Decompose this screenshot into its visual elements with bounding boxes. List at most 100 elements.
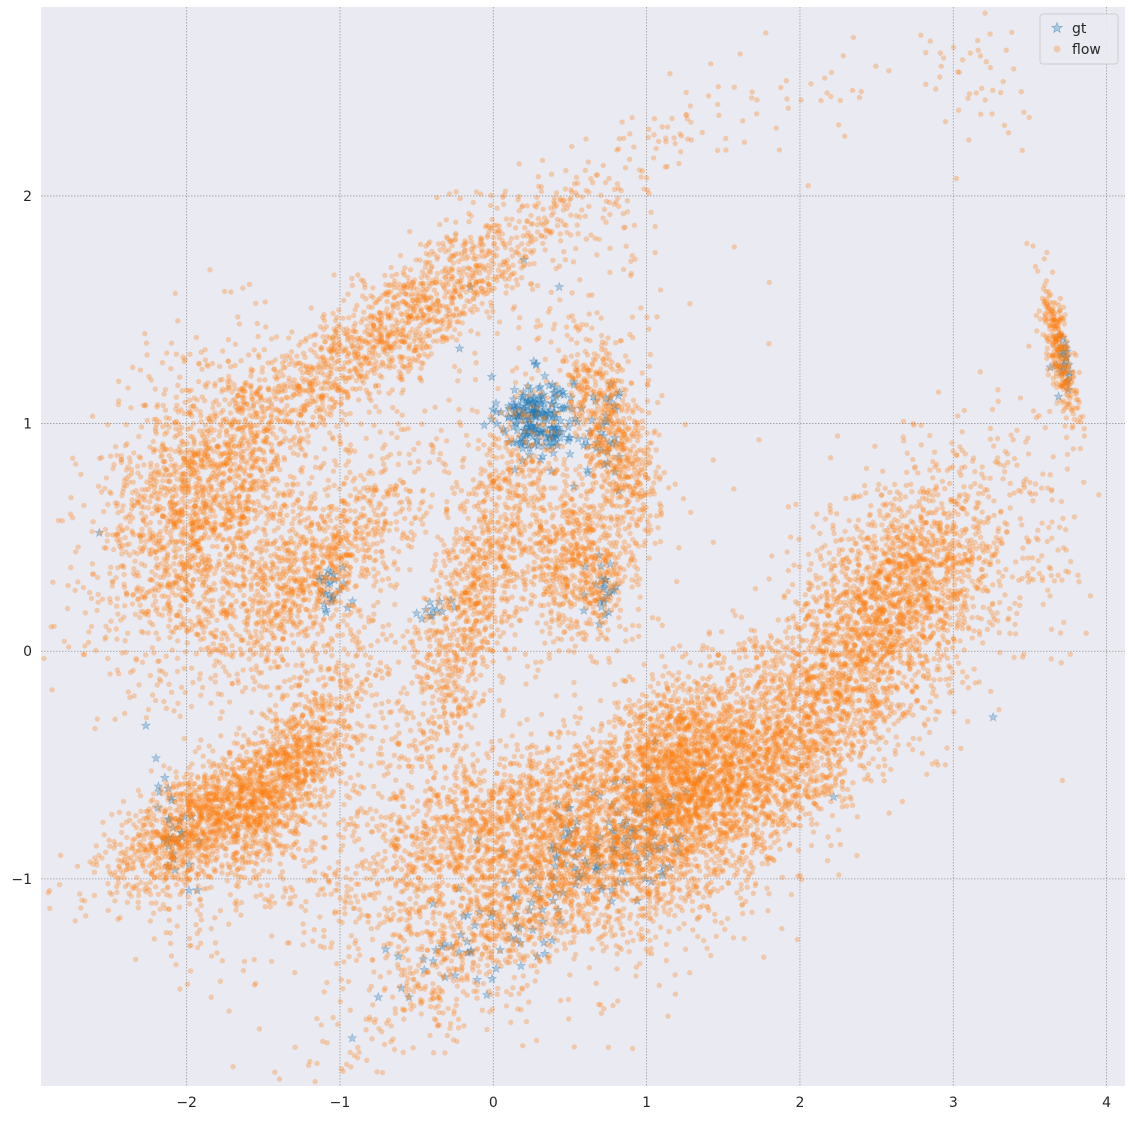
flow-point [341,618,346,623]
flow-point [476,446,481,451]
flow-point [362,329,367,334]
flow-point [320,334,325,339]
flow-point [509,236,514,241]
flow-point [225,379,230,384]
flow-point [296,513,301,518]
flow-point [226,673,231,678]
flow-point [416,459,421,464]
flow-point [586,204,591,209]
flow-point [406,319,411,324]
flow-point [191,509,196,514]
flow-point [151,447,156,452]
flow-point [406,499,411,504]
flow-point [119,457,124,462]
flow-point [208,430,213,435]
flow-point [366,471,371,476]
flow-point [225,478,230,483]
flow-point [165,478,170,483]
flow-point [213,679,218,684]
flow-point [120,503,125,508]
flow-point [293,663,298,668]
flow-point [495,231,500,236]
flow-point [101,509,106,514]
flow-point [303,578,308,583]
flow-point [410,298,415,303]
flow-point [256,560,261,565]
flow-point [485,291,490,296]
flow-point [187,450,192,455]
flow-point [210,544,215,549]
flow-point [569,189,574,194]
flow-point [472,351,477,356]
flow-point [433,770,438,775]
flow-point [501,202,506,207]
flow-point [356,397,361,402]
flow-point [162,459,167,464]
flow-point [232,462,237,467]
flow-point [185,629,190,634]
flow-point [309,305,314,310]
flow-point [399,427,404,432]
flow-point [148,673,153,678]
flow-point [313,465,318,470]
flow-point [466,211,471,216]
flow-point [408,728,413,733]
flow-point [416,354,421,359]
flow-point [183,580,188,585]
flow-point [413,330,418,335]
flow-point [199,625,204,630]
flow-point [122,585,127,590]
flow-point [268,665,273,670]
flow-point [563,257,568,262]
flow-point [343,379,348,384]
flow-point [246,352,251,357]
flow-point [41,656,46,661]
flow-point [237,321,242,326]
flow-point [535,229,540,234]
flow-point [259,670,264,675]
flow-point [299,376,304,381]
flow-point [355,548,360,553]
flow-point [139,504,144,509]
flow-point [340,418,345,423]
flow-point [307,481,312,486]
flow-point [163,447,168,452]
flow-point [238,528,243,533]
flow-point [504,433,509,438]
flow-point [471,296,476,301]
flow-point [479,241,484,246]
flow-point [159,593,164,598]
flow-point [152,540,157,545]
flow-point [190,583,195,588]
flow-point [401,387,406,392]
flow-point [137,454,142,459]
flow-point [375,638,380,643]
flow-point [384,299,389,304]
flow-point [398,253,403,258]
flow-point [312,553,317,558]
flow-point [136,682,141,687]
flow-point [247,557,252,562]
flow-point [250,576,255,581]
flow-point [324,364,329,369]
flow-point [318,587,323,592]
flow-point [191,439,196,444]
flow-point [279,397,284,402]
flow-point [270,449,275,454]
flow-point [510,271,515,276]
flow-point [465,272,470,277]
flow-point [285,547,290,552]
flow-point [525,203,530,208]
flow-point [122,638,127,643]
flow-point [163,408,168,413]
flow-point [198,519,203,524]
flow-point [122,603,127,608]
flow-point [212,513,217,518]
flow-point [418,242,423,247]
flow-point [248,374,253,379]
flow-point [245,493,250,498]
flow-point [203,423,208,428]
flow-point [264,542,269,547]
flow-point [517,315,522,320]
flow-point [229,570,234,575]
